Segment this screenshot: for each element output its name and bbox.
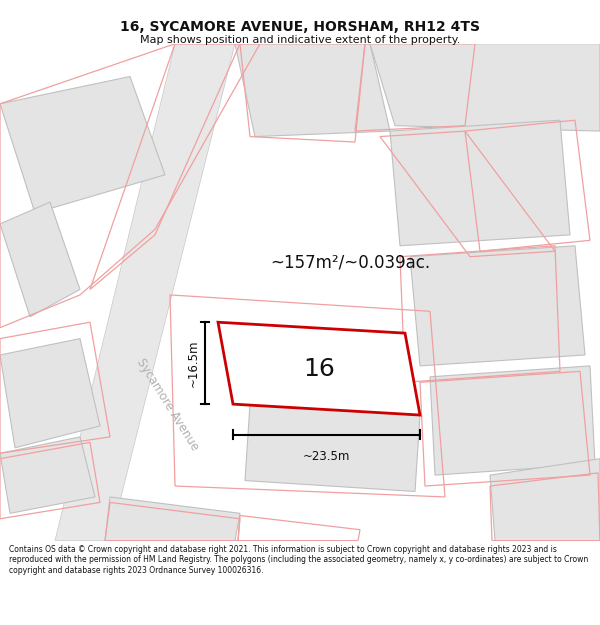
Polygon shape	[0, 437, 95, 513]
Polygon shape	[0, 76, 165, 213]
Text: ~16.5m: ~16.5m	[187, 339, 200, 387]
Polygon shape	[0, 339, 100, 447]
Polygon shape	[430, 366, 595, 475]
Polygon shape	[410, 246, 585, 366]
Text: 16, SYCAMORE AVENUE, HORSHAM, RH12 4TS: 16, SYCAMORE AVENUE, HORSHAM, RH12 4TS	[120, 20, 480, 34]
Text: Contains OS data © Crown copyright and database right 2021. This information is : Contains OS data © Crown copyright and d…	[9, 545, 588, 575]
Text: Map shows position and indicative extent of the property.: Map shows position and indicative extent…	[140, 35, 460, 45]
Text: ~23.5m: ~23.5m	[303, 450, 350, 463]
Text: ~157m²/~0.039ac.: ~157m²/~0.039ac.	[270, 253, 430, 271]
Polygon shape	[105, 497, 240, 541]
Text: Sycamore Avenue: Sycamore Avenue	[134, 356, 202, 452]
Polygon shape	[0, 202, 80, 317]
Polygon shape	[490, 459, 600, 541]
Polygon shape	[218, 322, 420, 415]
Polygon shape	[390, 120, 570, 246]
Polygon shape	[55, 44, 235, 541]
Polygon shape	[235, 44, 390, 137]
Polygon shape	[370, 44, 600, 131]
Text: 16: 16	[303, 357, 335, 381]
Polygon shape	[245, 404, 420, 491]
